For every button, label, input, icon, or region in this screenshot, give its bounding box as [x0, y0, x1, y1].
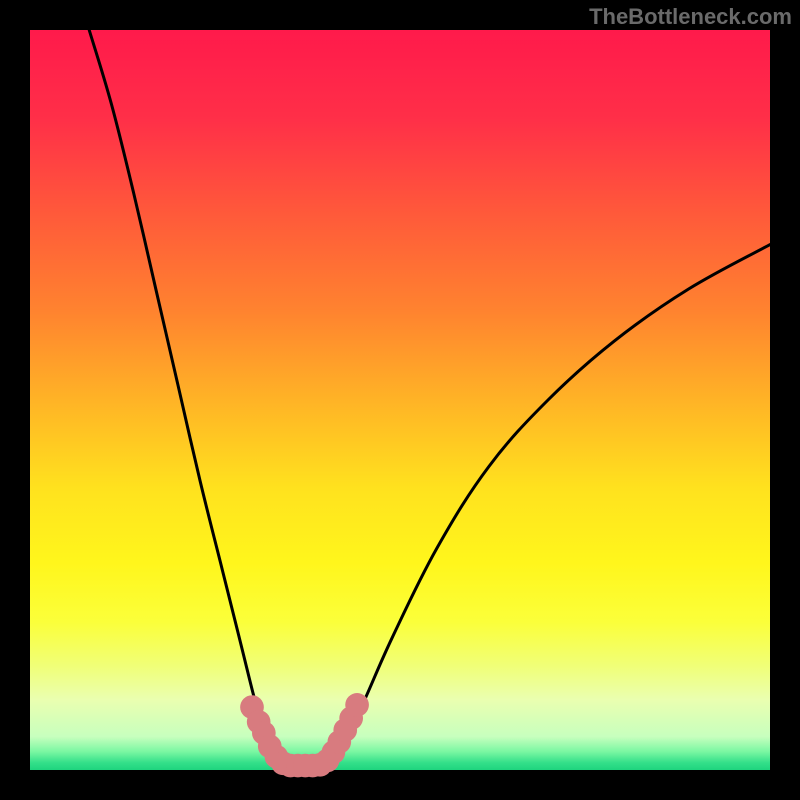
zone-marker	[345, 693, 369, 717]
bottleneck-curve-chart	[0, 0, 800, 800]
gradient-background	[30, 30, 770, 770]
watermark-text: TheBottleneck.com	[589, 4, 792, 30]
chart-container: TheBottleneck.com	[0, 0, 800, 800]
